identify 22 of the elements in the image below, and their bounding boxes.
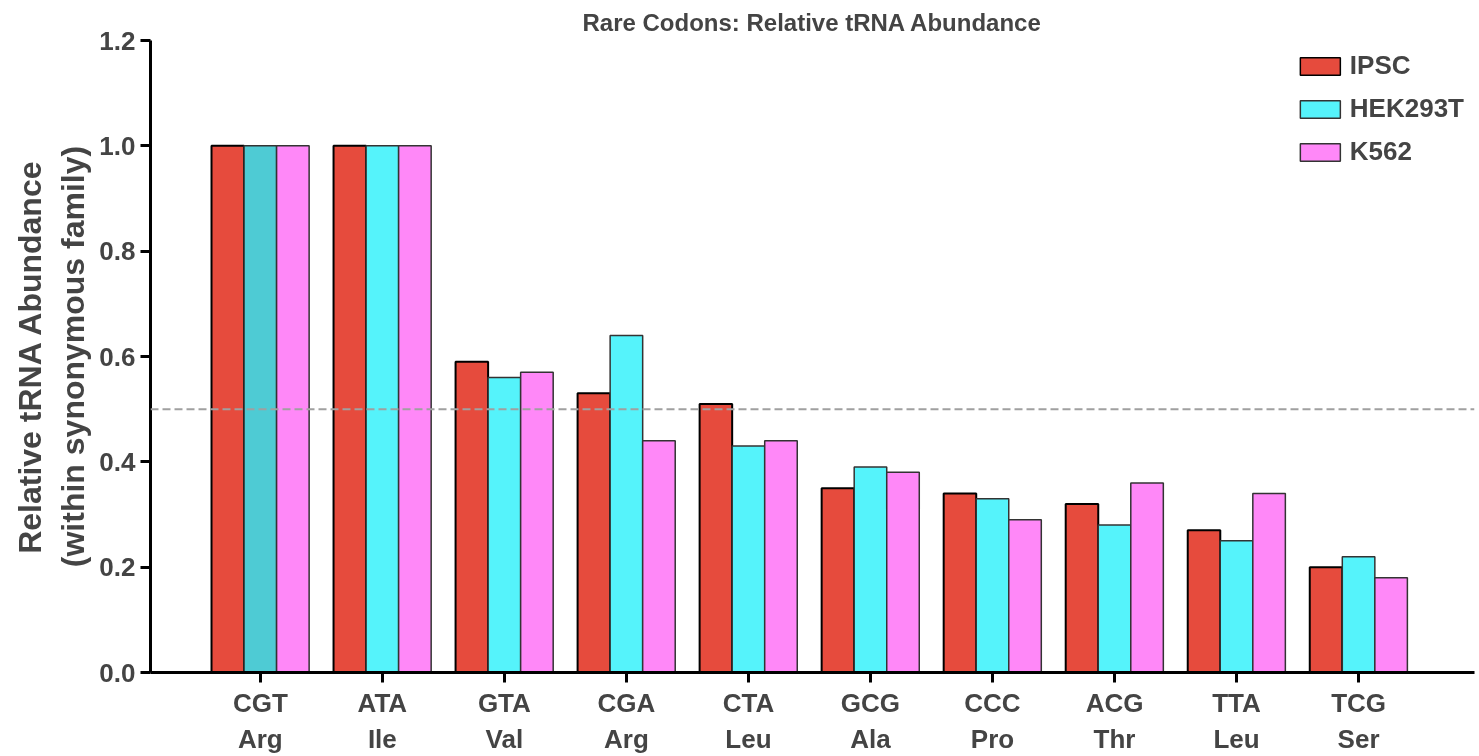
y-tick-label: 1.0 <box>99 130 136 161</box>
chart-title: Rare Codons: Relative tRNA Abundance <box>582 8 1041 36</box>
x-tick-label: CCC Pro <box>964 687 1021 754</box>
x-tick-label: TTA Leu <box>1212 687 1262 754</box>
legend-label: IPSC <box>1349 50 1411 81</box>
y-tick-label: 0.8 <box>99 236 136 267</box>
x-tick-label: CTA Leu <box>722 687 775 754</box>
y-tick-label: 0.2 <box>99 552 136 583</box>
x-tick-label: GTA Val <box>477 687 532 754</box>
x-tick-label: CGT Arg <box>232 687 288 754</box>
y-tick-label: 0.6 <box>99 341 136 372</box>
legend-label: K562 <box>1349 136 1412 167</box>
x-tick-label: ATA Ile <box>357 687 408 754</box>
x-tick-label: GCG Ala <box>840 687 901 754</box>
x-tick-label: ACG Thr <box>1085 687 1144 754</box>
x-tick-label: CGA Arg <box>597 687 656 754</box>
y-axis-title: Relative tRNA Abundance (within synonymous family) <box>12 145 92 568</box>
x-tick-label: TCG Ser <box>1331 687 1387 754</box>
y-tick-label: 1.2 <box>99 25 136 56</box>
y-tick-label: 0.4 <box>99 446 137 477</box>
y-tick-label: 0.0 <box>99 657 136 688</box>
legend-label: HEK293T <box>1349 93 1464 124</box>
